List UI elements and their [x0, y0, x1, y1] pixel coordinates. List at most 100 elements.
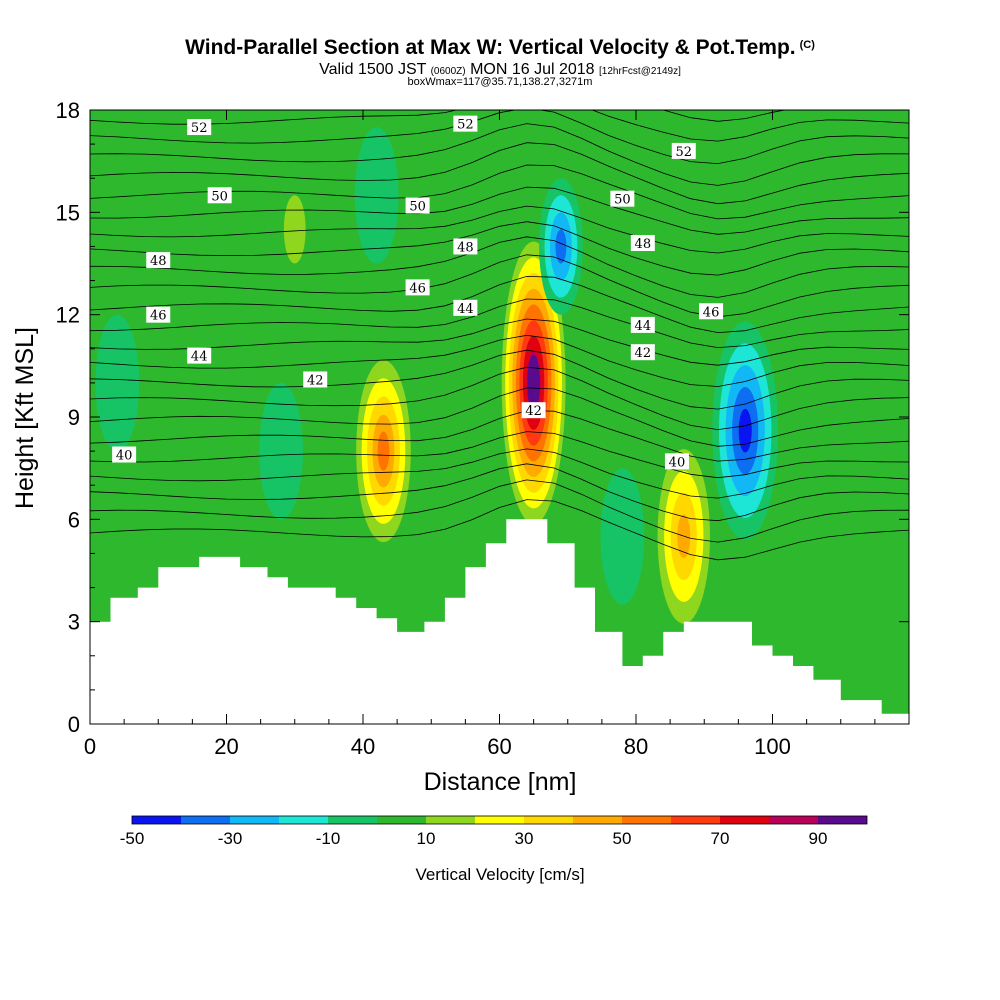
- theta-label-text: 48: [457, 240, 474, 255]
- velocity-contour-8-0: [95, 314, 140, 452]
- x-tick-label: 100: [754, 734, 791, 759]
- terrain: [90, 519, 909, 724]
- y-tick-label: 3: [68, 610, 80, 635]
- colorbar-tick-label: 90: [809, 829, 828, 848]
- colorbar-segment: [524, 816, 573, 824]
- x-tick-label: 0: [84, 734, 96, 759]
- theta-label-box: [207, 187, 232, 204]
- theta-label: 40: [664, 453, 689, 470]
- theta-label-text: 42: [525, 404, 542, 419]
- theta-label-text: 52: [457, 118, 474, 133]
- theta-label: 48: [630, 235, 655, 252]
- velocity-contour-0-5: [377, 431, 390, 471]
- velocity-contour-1-9: [527, 354, 541, 412]
- colorbar-segment: [573, 816, 622, 824]
- theta-label: 48: [453, 238, 478, 255]
- theta-isoline: [90, 479, 909, 543]
- theta-isoline: [90, 142, 909, 205]
- theta-label-text: 40: [116, 449, 133, 464]
- theta-label: 50: [405, 197, 430, 215]
- theta-label-box: [453, 299, 478, 316]
- chart-title: Wind-Parallel Section at Max W: Vertical…: [185, 36, 815, 59]
- theta-label: 42: [630, 344, 655, 361]
- colorbar-segment: [622, 816, 671, 824]
- theta-isoline: [90, 298, 909, 349]
- theta-label-box: [405, 197, 430, 214]
- chart-subtitle: Valid 1500 JST (0600Z) MON 16 Jul 2018 […: [319, 61, 681, 78]
- theta-isoline: [90, 318, 909, 366]
- theta-label-box: [610, 190, 635, 207]
- colorbar-tick-label: 30: [515, 829, 534, 848]
- theta-label-text: 44: [635, 319, 652, 334]
- theta-isoline: [90, 463, 909, 522]
- theta-label: 44: [453, 299, 478, 317]
- colorbar-segment: [769, 816, 818, 824]
- y-tick-label: 12: [56, 303, 80, 328]
- x-tick-label: 60: [487, 734, 511, 759]
- theta-label: 46: [699, 303, 724, 320]
- theta-label-box: [187, 347, 212, 364]
- y-tick-label: 9: [68, 405, 80, 430]
- theta-label: 42: [303, 371, 328, 388]
- colorbar-segment: [377, 816, 426, 824]
- theta-label-text: 46: [150, 309, 167, 324]
- theta-isoline: [90, 410, 909, 462]
- theta-label-text: 46: [409, 281, 426, 296]
- theta-isoline: [90, 334, 909, 387]
- theta-isoline: [90, 366, 909, 431]
- theta-label: 48: [146, 252, 171, 269]
- colorbar-label: Vertical Velocity [cm/s]: [415, 865, 584, 884]
- theta-isoline: [90, 205, 909, 254]
- velocity-contour-3-4: [738, 408, 752, 453]
- theta-isoline: [90, 275, 909, 334]
- y-tick-label: 6: [68, 507, 80, 532]
- theta-isoline: [90, 221, 909, 276]
- y-tick-label: 0: [68, 712, 80, 737]
- theta-label-box: [453, 238, 478, 255]
- theta-label-box: [112, 446, 137, 463]
- chart-box-info: boxWmax=117@35.71,138.27,3271m: [407, 76, 593, 88]
- theta-label-box: [630, 344, 655, 361]
- theta-isoline: [90, 123, 909, 186]
- theta-isoline: [90, 499, 909, 561]
- colorbar-tick-label: -10: [316, 829, 341, 848]
- theta-label-box: [630, 316, 655, 333]
- theta-label-text: 48: [635, 237, 652, 252]
- theta-label-text: 52: [676, 145, 693, 160]
- theta-isoline: [90, 254, 909, 318]
- theta-label-text: 50: [614, 193, 631, 208]
- theta-isoline: [90, 387, 909, 447]
- theta-label-text: 44: [191, 350, 208, 365]
- x-tick-label: 40: [351, 734, 375, 759]
- theta-isoline: [90, 236, 909, 298]
- theta-label-text: 42: [307, 373, 324, 388]
- colorbar-frame: [131, 815, 868, 825]
- theta-label-text: 44: [457, 302, 474, 317]
- velocity-contour-4-3: [555, 229, 567, 264]
- x-tick-label: 80: [624, 734, 648, 759]
- theta-isoline: [90, 448, 909, 499]
- velocity-contour-5-1: [283, 195, 306, 264]
- theta-label-text: 50: [409, 200, 426, 215]
- theta-label-box: [187, 119, 212, 136]
- theta-label-box: [671, 142, 696, 159]
- theta-label-box: [699, 303, 724, 320]
- theta-label: 40: [112, 446, 137, 464]
- theta-isoline: [90, 186, 909, 235]
- colorbar-tick-label: 10: [417, 829, 436, 848]
- theta-isoline: [90, 110, 909, 142]
- colorbar-segment: [671, 816, 720, 824]
- y-tick-label: 15: [56, 200, 80, 225]
- x-axis-label: Distance [nm]: [424, 768, 577, 796]
- theta-label-text: 48: [150, 254, 167, 269]
- theta-label: 52: [671, 142, 696, 160]
- theta-isoline: [90, 431, 909, 479]
- theta-isoline: [90, 349, 909, 410]
- theta-label: 46: [146, 306, 171, 324]
- theta-label-box: [146, 306, 171, 323]
- colorbar-segment: [475, 816, 524, 824]
- theta-label-box: [405, 279, 430, 296]
- colorbar-segment: [328, 816, 377, 824]
- colorbar-segment: [230, 816, 279, 824]
- theta-label-text: 40: [669, 455, 686, 470]
